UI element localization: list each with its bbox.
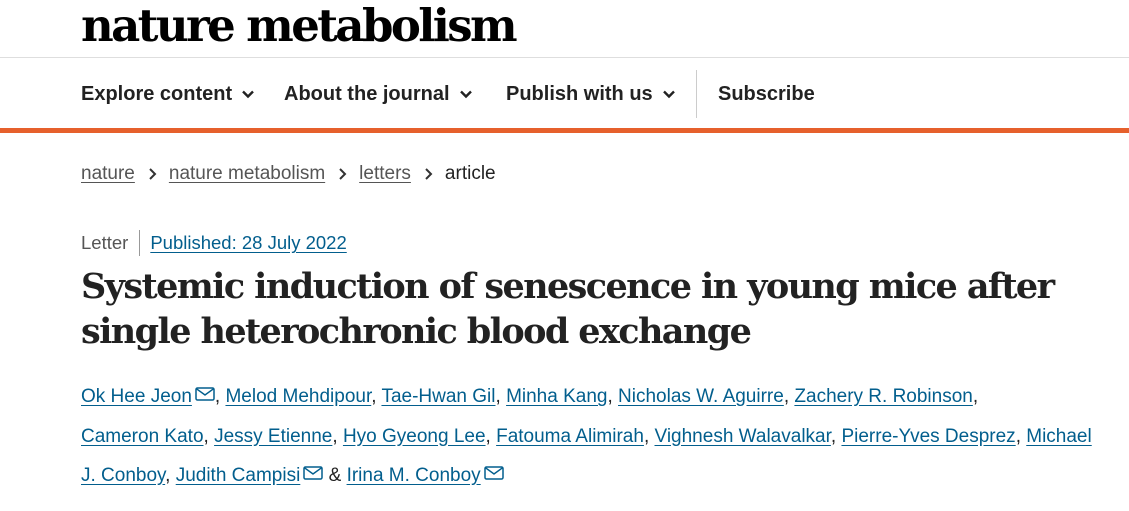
author-link[interactable]: Michael J. Conboy: [81, 425, 1092, 487]
chevron-down-icon: [662, 90, 675, 99]
accent-bar: [0, 128, 1129, 133]
chevron-right-icon: [149, 168, 157, 180]
breadcrumb-nature[interactable]: nature: [81, 163, 135, 184]
nav-divider: [696, 70, 697, 118]
site-header: nature metabolism: [0, 0, 1129, 58]
author-link[interactable]: Nicholas W. Aguirre: [618, 386, 784, 407]
nav-publish-with-us[interactable]: Publish with us: [506, 59, 677, 129]
envelope-icon[interactable]: [483, 466, 504, 480]
nav-about-journal[interactable]: About the journal: [284, 59, 474, 129]
breadcrumb-current: article: [444, 163, 496, 184]
article-title: Systemic induction of senescence in youn…: [81, 266, 1055, 352]
article-type: Letter: [81, 232, 129, 253]
envelope-icon[interactable]: [195, 387, 215, 401]
nav-label: About the journal: [284, 82, 450, 105]
chevron-right-icon: [339, 168, 347, 180]
author-link[interactable]: Judith Campisi: [175, 465, 301, 486]
author-ampersand: &: [328, 465, 342, 486]
author-link[interactable]: Zachery R. Robinson: [794, 386, 973, 407]
nav-explore-content[interactable]: Explore content: [81, 59, 256, 129]
author-link[interactable]: Fatouma Alimirah: [496, 425, 644, 447]
chevron-down-icon: [242, 90, 254, 99]
journal-logo[interactable]: nature metabolism: [81, 0, 518, 52]
author-link[interactable]: Minha Kang: [506, 386, 608, 407]
published-date-link[interactable]: Published: 28 July 2022: [150, 232, 347, 253]
breadcrumb-letters[interactable]: letters: [359, 163, 411, 184]
breadcrumb-nature-metabolism[interactable]: nature metabolism: [168, 163, 326, 184]
chevron-down-icon: [459, 90, 472, 99]
author-link[interactable]: Ok Hee Jeon: [81, 386, 192, 407]
author-link[interactable]: Hyo Gyeong Lee: [342, 425, 486, 447]
author-link[interactable]: Vighnesh Walavalkar: [654, 425, 831, 447]
author-link[interactable]: Jessy Etienne: [214, 425, 333, 447]
author-link[interactable]: Pierre-Yves Desprez: [841, 425, 1016, 447]
nav-label: Subscribe: [718, 82, 815, 105]
author-link[interactable]: Irina M. Conboy: [346, 465, 481, 486]
article-meta: Letter Published: 28 July 2022: [81, 229, 347, 257]
nav-subscribe[interactable]: Subscribe: [718, 59, 815, 129]
author-list: Ok Hee Jeon, Melod Mehdipour, Tae-Hwan G…: [81, 386, 1092, 487]
nav-label: Explore content: [81, 82, 233, 105]
main-nav: Explore content About the journal Publis…: [0, 59, 1129, 129]
meta-divider: [139, 230, 141, 256]
breadcrumb-separator: [411, 163, 445, 185]
breadcrumb-separator: [325, 163, 359, 185]
author-link[interactable]: Melod Mehdipour: [225, 386, 372, 407]
author-link[interactable]: Cameron Kato: [81, 425, 204, 447]
envelope-icon[interactable]: [303, 466, 324, 480]
author-link[interactable]: Tae-Hwan Gil: [381, 386, 496, 407]
breadcrumb-separator: [135, 163, 169, 185]
nav-label: Publish with us: [506, 82, 653, 105]
chevron-right-icon: [425, 168, 433, 180]
breadcrumb: nature nature metabolism letters article: [81, 160, 496, 188]
